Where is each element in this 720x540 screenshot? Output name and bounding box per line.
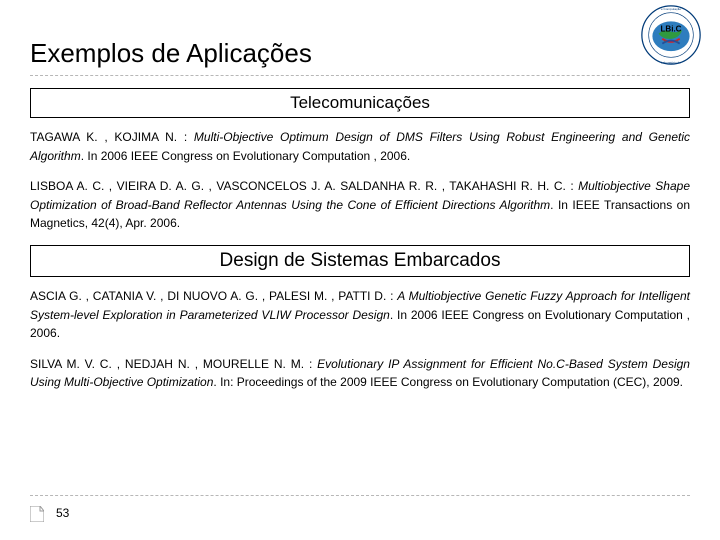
svg-text:e Computação: e Computação xyxy=(661,7,681,11)
section-heading-telecom: Telecomunicações xyxy=(30,88,690,118)
slide-title: Exemplos de Aplicações xyxy=(30,38,690,69)
title-divider xyxy=(30,75,690,76)
lbic-logo: e Computação Laboratório de LBi.C xyxy=(640,4,702,66)
reference-item: ASCIA G. , CATANIA V. , DI NUOVO A. G. ,… xyxy=(30,287,690,343)
svg-text:Laboratório de: Laboratório de xyxy=(661,61,681,65)
reference-item: SILVA M. V. C. , NEDJAH N. , MOURELLE N.… xyxy=(30,355,690,392)
svg-text:LBi.C: LBi.C xyxy=(660,24,681,33)
slide: e Computação Laboratório de LBi.C Exempl… xyxy=(0,0,720,540)
reference-item: LISBOA A. C. , VIEIRA D. A. G. , VASCONC… xyxy=(30,177,690,233)
page-corner-icon xyxy=(30,506,44,522)
ref-authors: SILVA M. V. C. , NEDJAH N. , MOURELLE N.… xyxy=(30,357,317,371)
ref-authors: ASCIA G. , CATANIA V. , DI NUOVO A. G. ,… xyxy=(30,289,397,303)
ref-authors: TAGAWA K. , KOJIMA N. : xyxy=(30,130,194,144)
ref-tail: . In 2006 IEEE Congress on Evolutionary … xyxy=(81,149,411,163)
reference-item: TAGAWA K. , KOJIMA N. : Multi-Objective … xyxy=(30,128,690,165)
ref-tail: . In: Proceedings of the 2009 IEEE Congr… xyxy=(213,375,683,389)
page-number: 53 xyxy=(56,506,69,520)
section-heading-embedded: Design de Sistemas Embarcados xyxy=(30,245,690,277)
ref-authors: LISBOA A. C. , VIEIRA D. A. G. , VASCONC… xyxy=(30,179,578,193)
footer-divider xyxy=(30,495,690,496)
